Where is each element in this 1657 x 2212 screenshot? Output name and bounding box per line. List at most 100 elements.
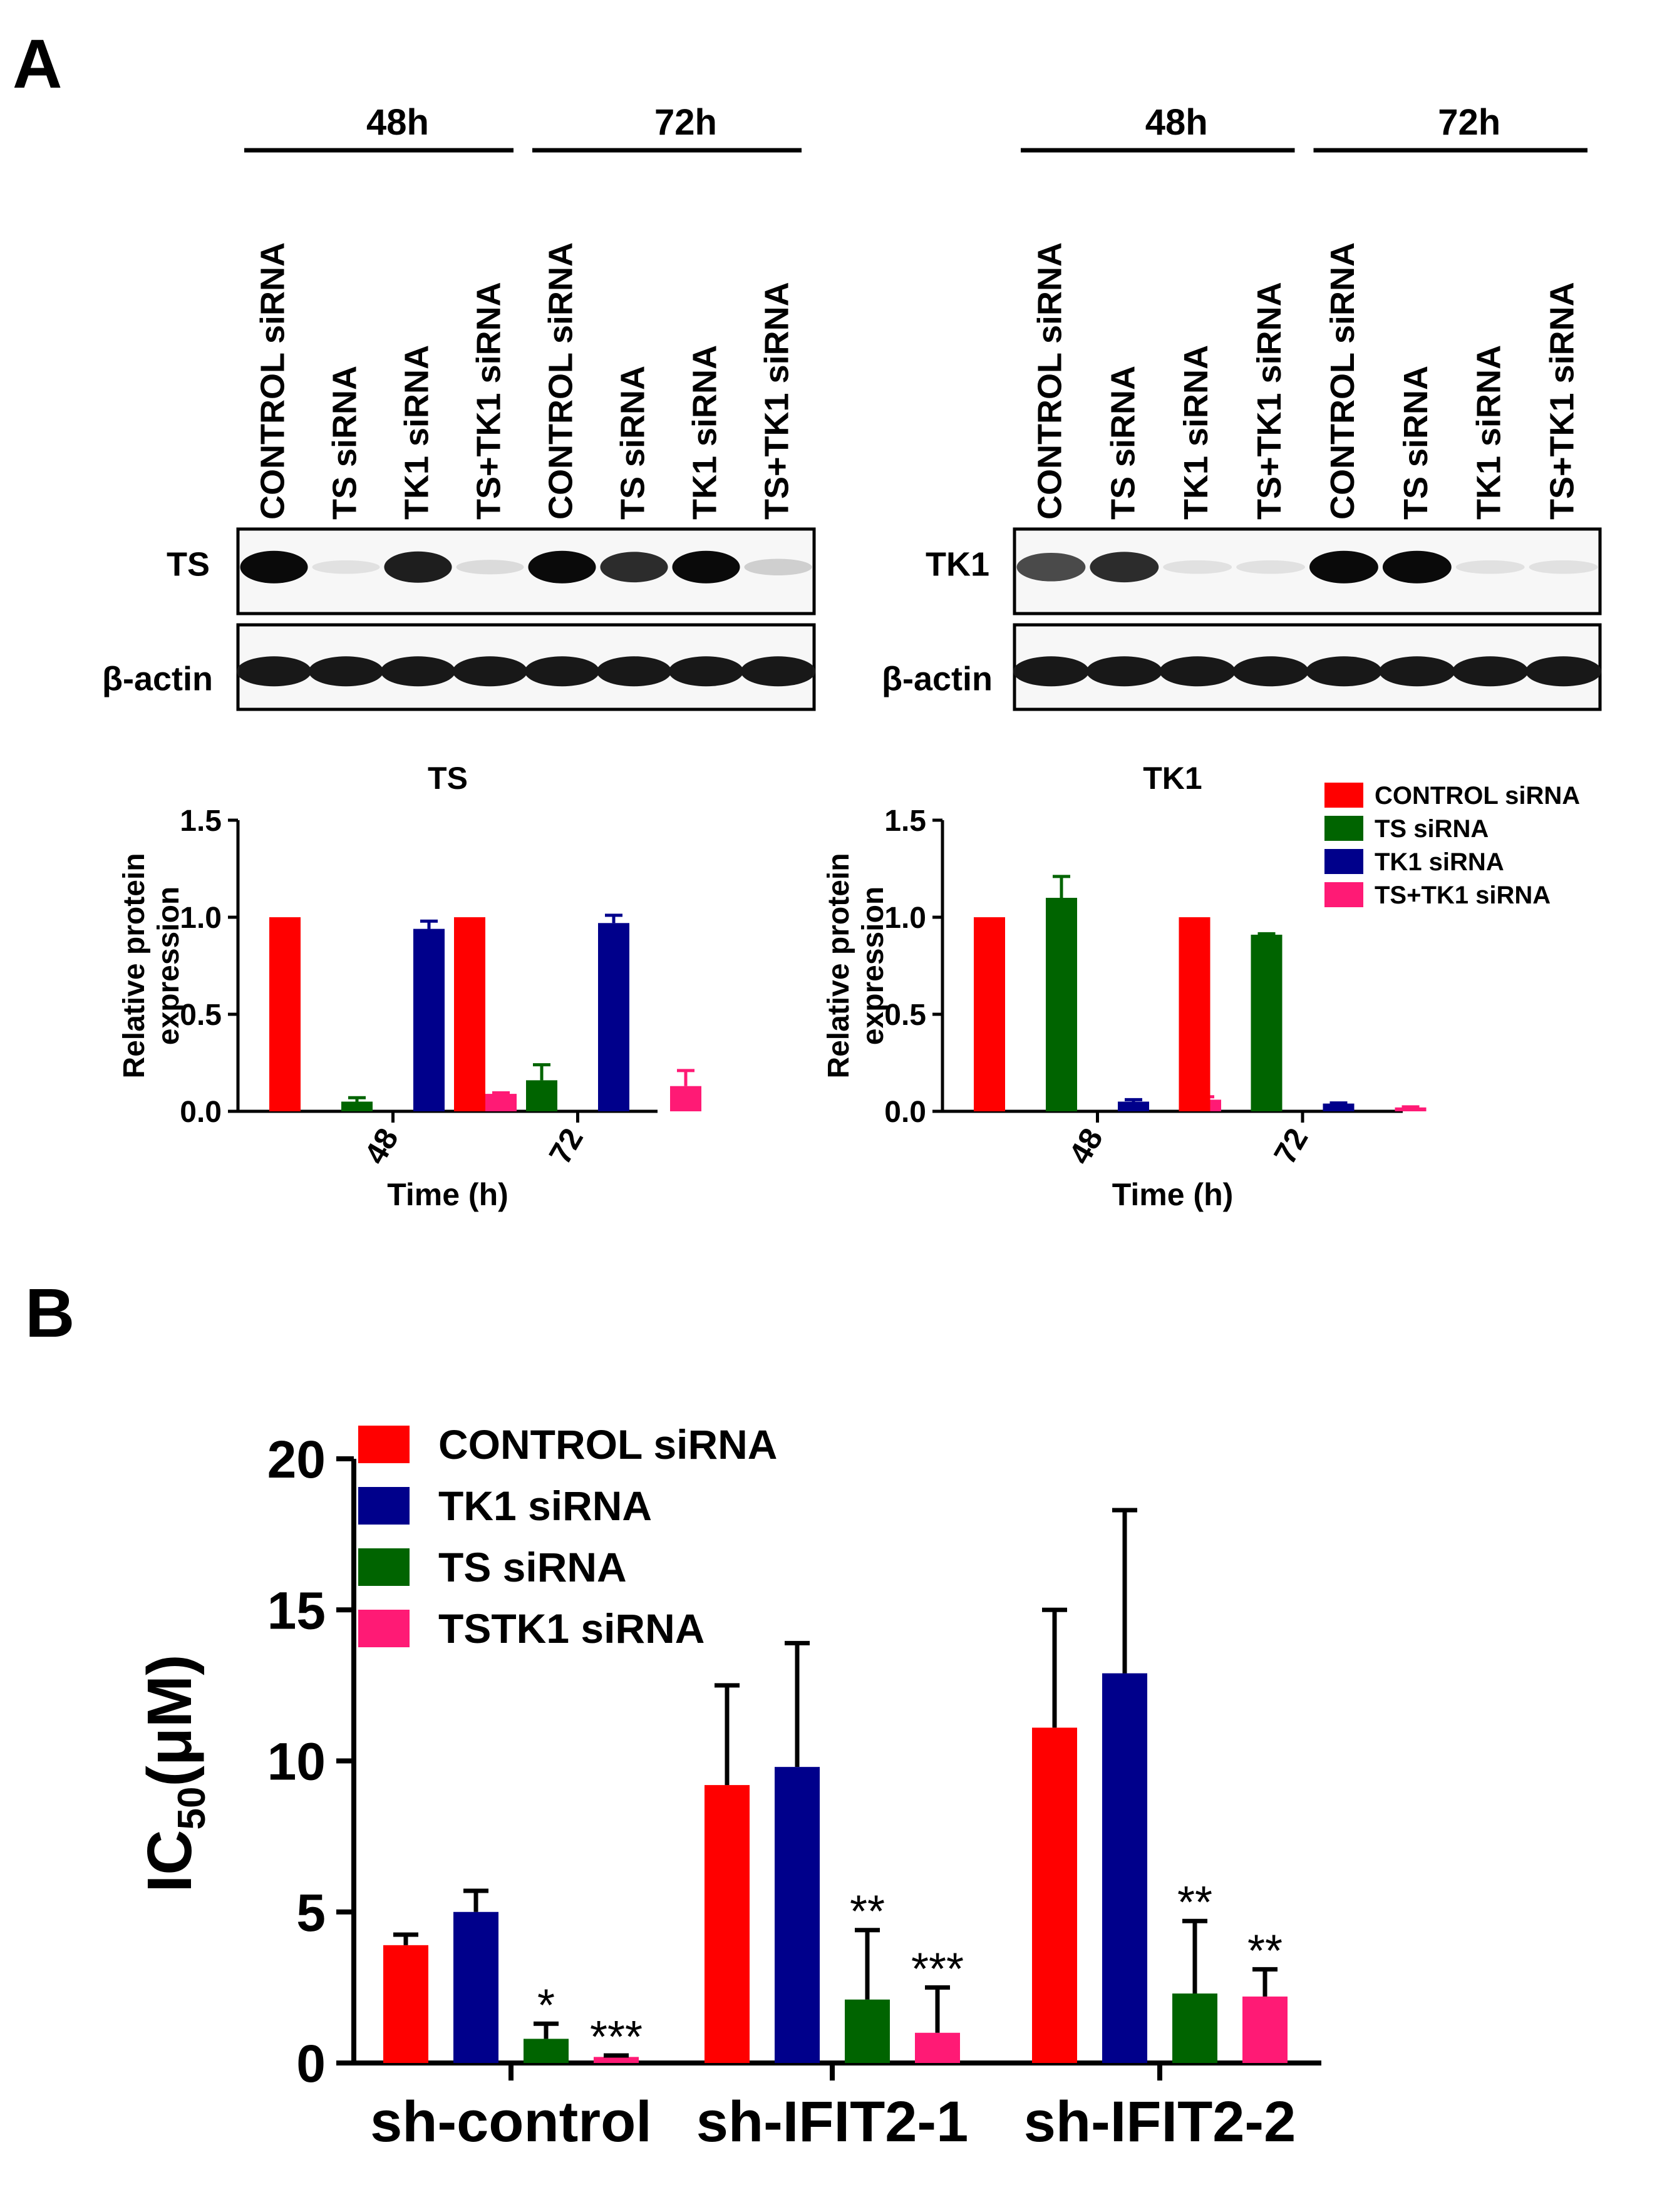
bar — [1046, 898, 1077, 1111]
bar-chart-ts: 0.0 0.5 1.0 1.5 TS Relative protein expression… — [118, 761, 701, 1212]
lane-label: TS siRNA — [1104, 366, 1142, 520]
x-tick-label: 72 — [1267, 1123, 1314, 1170]
y-tick-label: 0.0 — [884, 1096, 926, 1129]
legend-label: CONTROL siRNA — [1375, 782, 1580, 810]
y-axis-label: Relative protein — [118, 853, 151, 1078]
bar — [1118, 1101, 1149, 1111]
legend-swatch — [358, 1610, 410, 1647]
actin-band — [452, 656, 528, 687]
bar — [413, 929, 445, 1111]
actin-band — [524, 656, 600, 687]
legend-swatch — [358, 1487, 410, 1525]
y-tick-label: 0.0 — [180, 1096, 222, 1129]
actin-band — [740, 656, 816, 687]
legend-swatch — [1324, 882, 1363, 907]
lane-label: TS+TK1 siRNA — [1251, 282, 1288, 520]
bar — [1242, 1996, 1288, 2063]
group-label: 48h — [366, 102, 429, 143]
bar — [341, 1101, 373, 1111]
actin-band — [380, 656, 456, 687]
protein-band — [1163, 560, 1232, 574]
lane-label: TK1 siRNA — [686, 345, 724, 520]
western-blot-tk1: 48h CONTROL siRNA TS siRNA TK1 siRNA TS+TK1 … — [882, 102, 1602, 711]
protein-band — [1309, 550, 1378, 584]
y-axis-label: expression — [857, 887, 890, 1045]
actin-band — [1159, 656, 1236, 687]
actin-band — [236, 656, 312, 687]
actin-band — [1306, 656, 1382, 687]
significance-label: ** — [1247, 1926, 1283, 1976]
bar — [485, 1094, 517, 1111]
bar — [1102, 1673, 1147, 2063]
chart-title: TK1 — [1143, 761, 1202, 796]
lane-label: TS siRNA — [614, 366, 652, 520]
bar — [454, 917, 485, 1111]
lane-label: CONTROL siRNA — [542, 242, 580, 520]
lane-label: TS+TK1 siRNA — [758, 282, 796, 520]
y-tick-label: 1.5 — [884, 805, 926, 838]
bar — [1172, 1993, 1217, 2063]
lane-label: CONTROL siRNA — [254, 242, 292, 520]
bar — [1323, 1103, 1355, 1111]
x-tick-label: sh-control — [370, 2090, 652, 2154]
lane-label: TK1 siRNA — [1177, 345, 1215, 520]
protein-band — [1236, 560, 1305, 574]
protein-band — [1090, 552, 1159, 583]
protein-band — [744, 558, 812, 575]
legend-swatch — [1324, 783, 1363, 808]
lane-label: TS siRNA — [326, 366, 364, 520]
lane-label: TS siRNA — [1397, 366, 1435, 520]
bar-chart-ic50: 05101520IC50(μM)****sh-control*****sh-IF… — [135, 1421, 1321, 2154]
row-label-target: TK1 — [926, 545, 989, 583]
lane-label: TK1 siRNA — [398, 345, 436, 520]
y-tick-label: 0 — [296, 2034, 326, 2093]
bar — [383, 1945, 428, 2063]
lane-label: TS+TK1 siRNA — [470, 282, 508, 520]
row-label-target: TS — [167, 545, 210, 583]
legend-label: TSTK1 siRNA — [438, 1605, 705, 1652]
y-axis-label: expression — [152, 887, 185, 1045]
y-tick-label: 15 — [267, 1581, 326, 1640]
lane-label: CONTROL siRNA — [1031, 242, 1068, 520]
western-blot-ts: 48h CONTROL siRNA TS siRNA TK1 siRNA TS+TK1 … — [102, 102, 816, 711]
bar — [915, 2032, 960, 2063]
significance-label: ** — [1177, 1878, 1212, 1928]
bar — [526, 1080, 557, 1111]
bar — [1395, 1107, 1427, 1111]
bar — [453, 1911, 498, 2063]
legend-swatch — [1324, 816, 1363, 841]
actin-band — [1525, 656, 1602, 687]
protein-band — [1529, 560, 1598, 574]
x-axis-label: Time (h) — [1112, 1177, 1234, 1212]
bar — [524, 2039, 569, 2063]
y-axis-label: Relative protein — [822, 853, 855, 1078]
row-label-actin: β-actin — [102, 661, 213, 698]
y-tick-label: 5 — [296, 1883, 326, 1942]
y-axis-label: IC50(μM) — [135, 1654, 214, 1892]
legend-swatch — [358, 1426, 410, 1463]
bar — [845, 1999, 890, 2063]
y-tick-label: 10 — [267, 1732, 326, 1791]
significance-label: ** — [850, 1887, 885, 1937]
significance-label: * — [537, 1980, 555, 2030]
bar — [1032, 1727, 1077, 2063]
legend-label: TS siRNA — [1375, 815, 1489, 843]
bar — [1179, 917, 1210, 1111]
lane-label: CONTROL siRNA — [1324, 242, 1361, 520]
panel-label-a: A — [13, 26, 62, 103]
panel-label-b: B — [25, 1275, 75, 1352]
bar — [594, 2057, 639, 2063]
actin-band — [1086, 656, 1163, 687]
x-tick-label: sh-IFIT2-2 — [1024, 2090, 1296, 2154]
actin-band — [1232, 656, 1309, 687]
protein-band — [1382, 550, 1452, 584]
x-axis-label: Time (h) — [387, 1177, 508, 1212]
y-tick-label: 1.0 — [180, 902, 222, 935]
bar-chart-tk1: 0.0 0.5 1.0 1.5 TK1 Relative protein expressio… — [822, 761, 1580, 1212]
y-tick-label: 1.0 — [884, 902, 926, 935]
protein-band — [600, 552, 668, 583]
row-label-actin: β-actin — [882, 661, 993, 698]
bar — [705, 1785, 750, 2063]
legend-swatch — [358, 1548, 410, 1586]
legend-label: TK1 siRNA — [438, 1483, 652, 1529]
